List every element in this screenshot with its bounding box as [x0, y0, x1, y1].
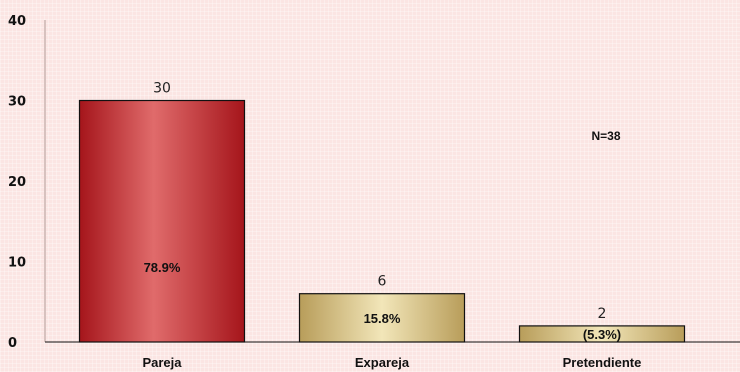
y-tick-label: 30 — [8, 95, 26, 110]
y-tick-label: 20 — [8, 175, 26, 190]
sample-size-annotation: N=38 — [591, 129, 620, 143]
y-tick-labels: 0 10 20 30 40 — [8, 14, 26, 351]
percent-label: (5.3%) — [583, 327, 621, 342]
y-tick-label: 0 — [8, 336, 17, 351]
value-label: 6 — [378, 274, 387, 290]
y-tick-label: 40 — [8, 14, 26, 29]
x-tick-labels: Pareja Expareja Pretendiente — [142, 355, 641, 370]
x-tick-label: Pretendiente — [563, 355, 642, 370]
bar-expareja — [298, 293, 466, 343]
bars: 30 78.9% 6 15.8% 2 (5.3%) — [78, 81, 686, 343]
percent-label: 15.8% — [364, 311, 401, 326]
value-label: 2 — [598, 306, 607, 322]
value-label: 30 — [153, 81, 171, 97]
bar-pareja — [78, 99, 246, 343]
x-tick-label: Expareja — [355, 355, 410, 370]
x-tick-label: Pareja — [142, 355, 182, 370]
percent-label: 78.9% — [144, 260, 181, 275]
y-tick-label: 10 — [8, 256, 26, 271]
bar-pretendiente — [518, 325, 686, 343]
